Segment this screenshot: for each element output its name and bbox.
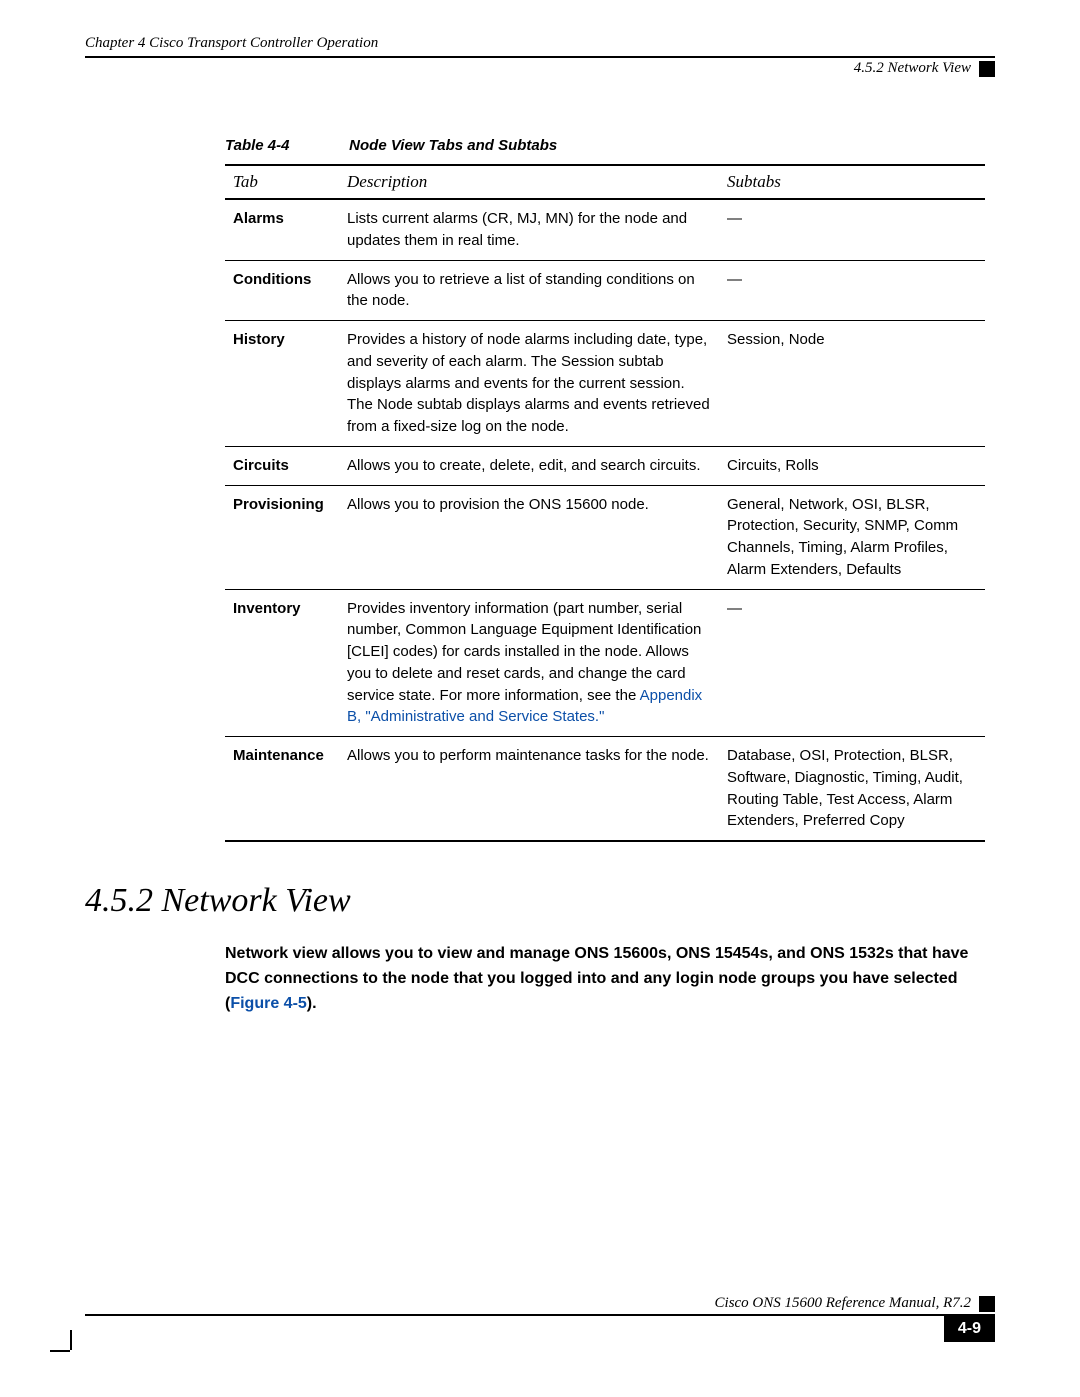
para-pre: Network view allows you to view and mana… bbox=[225, 945, 968, 1012]
cell-desc: Allows you to retrieve a list of standin… bbox=[339, 260, 719, 321]
crop-mark-icon bbox=[50, 1350, 70, 1352]
cell-sub: General, Network, OSI, BLSR, Protection,… bbox=[719, 485, 985, 589]
table-row: Alarms Lists current alarms (CR, MJ, MN)… bbox=[225, 199, 985, 260]
footer-manual-title: Cisco ONS 15600 Reference Manual, R7.2 bbox=[715, 1295, 971, 1312]
header-badge-icon bbox=[979, 61, 995, 77]
cell-tab: Maintenance bbox=[225, 737, 339, 842]
cell-tab: Alarms bbox=[225, 199, 339, 260]
col-head-sub: Subtabs bbox=[719, 165, 985, 199]
cell-sub: Database, OSI, Protection, BLSR, Softwar… bbox=[719, 737, 985, 842]
cell-desc: Provides a history of node alarms includ… bbox=[339, 321, 719, 447]
footer-badge-icon bbox=[979, 1296, 995, 1312]
table-row: Circuits Allows you to create, delete, e… bbox=[225, 446, 985, 485]
table-caption: Table 4-4 Node View Tabs and Subtabs bbox=[225, 137, 985, 154]
cell-desc: Allows you to perform maintenance tasks … bbox=[339, 737, 719, 842]
cell-sub: — bbox=[719, 199, 985, 260]
cell-sub: Session, Node bbox=[719, 321, 985, 447]
chapter-title: Chapter 4 Cisco Transport Controller Ope… bbox=[85, 35, 378, 52]
cell-tab: Inventory bbox=[225, 589, 339, 737]
cell-tab: Provisioning bbox=[225, 485, 339, 589]
table-number: Table 4-4 bbox=[225, 137, 345, 154]
doc-table: Tab Description Subtabs Alarms Lists cur… bbox=[225, 164, 985, 842]
table-4-4: Table 4-4 Node View Tabs and Subtabs Tab… bbox=[225, 137, 985, 842]
table-row: Provisioning Allows you to provision the… bbox=[225, 485, 985, 589]
col-head-tab: Tab bbox=[225, 165, 339, 199]
cell-tab: Circuits bbox=[225, 446, 339, 485]
cell-sub: — bbox=[719, 589, 985, 737]
running-header: Chapter 4 Cisco Transport Controller Ope… bbox=[85, 35, 995, 52]
header-rule bbox=[85, 56, 995, 58]
section-paragraph: Network view allows you to view and mana… bbox=[225, 942, 995, 1016]
table-row: History Provides a history of node alarm… bbox=[225, 321, 985, 447]
crop-mark-icon bbox=[70, 1330, 72, 1350]
section-heading: 4.5.2 Network View bbox=[85, 882, 995, 920]
cell-desc: Allows you to provision the ONS 15600 no… bbox=[339, 485, 719, 589]
page-footer: Cisco ONS 15600 Reference Manual, R7.2 4… bbox=[85, 1295, 995, 1342]
section-ref-line: 4.5.2 Network View bbox=[85, 60, 995, 77]
table-header-row: Tab Description Subtabs bbox=[225, 165, 985, 199]
cell-sub: Circuits, Rolls bbox=[719, 446, 985, 485]
table-row: Inventory Provides inventory information… bbox=[225, 589, 985, 737]
col-head-desc: Description bbox=[339, 165, 719, 199]
section-ref: 4.5.2 Network View bbox=[854, 60, 971, 77]
cell-tab: History bbox=[225, 321, 339, 447]
table-row: Conditions Allows you to retrieve a list… bbox=[225, 260, 985, 321]
cell-desc: Allows you to create, delete, edit, and … bbox=[339, 446, 719, 485]
cell-tab: Conditions bbox=[225, 260, 339, 321]
cell-desc: Lists current alarms (CR, MJ, MN) for th… bbox=[339, 199, 719, 260]
table-row: Maintenance Allows you to perform mainte… bbox=[225, 737, 985, 842]
para-post: ). bbox=[307, 995, 317, 1012]
cell-desc: Provides inventory information (part num… bbox=[339, 589, 719, 737]
page-number: 4-9 bbox=[944, 1316, 995, 1342]
table-title: Node View Tabs and Subtabs bbox=[349, 137, 557, 154]
figure-link[interactable]: Figure 4-5 bbox=[230, 995, 306, 1012]
cell-sub: — bbox=[719, 260, 985, 321]
